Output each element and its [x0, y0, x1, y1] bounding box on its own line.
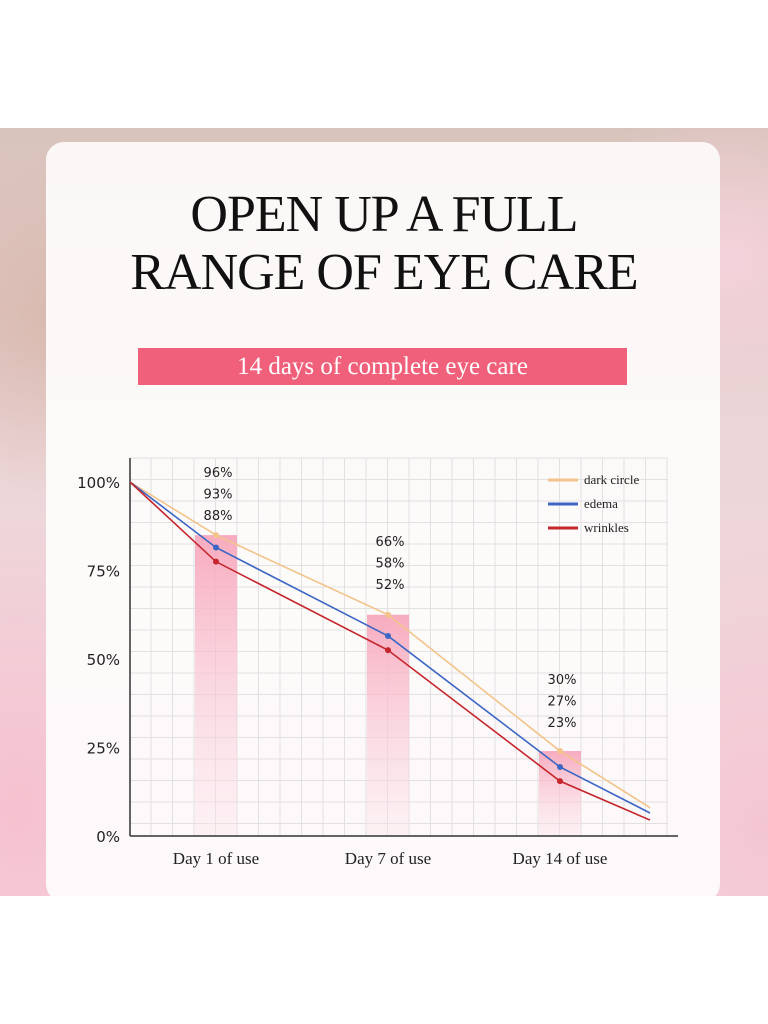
y-tick-label: 0%	[96, 828, 120, 846]
value-label: 58%	[376, 557, 405, 572]
legend-label: dark circle	[584, 472, 639, 487]
y-tick-label: 100%	[77, 474, 120, 492]
x-tick-label: Day 1 of use	[173, 849, 259, 868]
value-label: 52%	[376, 578, 405, 593]
x-tick-label: Day 7 of use	[345, 849, 431, 868]
chart-legend: dark circle edema wrinkles	[548, 472, 639, 535]
value-label: 93%	[204, 488, 233, 503]
data-point-dark-circle-2	[385, 611, 391, 618]
headline-line-2: RANGE OF EYE CARE	[130, 244, 638, 301]
subtitle-banner: 14 days of complete eye care	[138, 348, 627, 385]
headline-line-1: OPEN UP A FULL	[190, 186, 578, 243]
chart-tick-labels: 100% 75% 50% 25% 0% Day 1 of use Day 7 of use D…	[77, 474, 607, 868]
legend-label: wrinkles	[584, 520, 629, 535]
value-label: 30%	[548, 673, 577, 688]
chart-axes	[129, 458, 678, 837]
data-point-edema-2	[385, 632, 391, 639]
legend-label: edema	[584, 496, 618, 511]
chart-points	[213, 532, 563, 785]
bar-3	[539, 751, 581, 836]
y-tick-label: 75%	[87, 563, 120, 581]
x-tick-label: Day 14 of use	[513, 849, 608, 868]
y-tick-label: 25%	[87, 740, 120, 758]
data-point-dark-circle-1	[213, 532, 219, 539]
data-point-dark-circle-3	[557, 748, 563, 755]
data-point-wrinkles-1	[213, 558, 219, 565]
value-label: 96%	[204, 466, 233, 481]
value-label: 88%	[204, 509, 233, 524]
y-tick-label: 50%	[87, 651, 120, 669]
headline: OPEN UP A FULL RANGE OF EYE CARE	[0, 186, 768, 302]
bar-1	[195, 535, 237, 836]
value-label: 23%	[548, 716, 577, 731]
value-label: 66%	[376, 535, 405, 550]
data-point-edema-1	[213, 544, 219, 551]
data-point-wrinkles-2	[385, 647, 391, 654]
data-point-wrinkles-3	[557, 778, 563, 785]
value-label: 27%	[548, 695, 577, 710]
chart-value-labels: 96% 93% 88% 66% 58% 52% 30% 27% 23%	[204, 466, 577, 731]
data-point-edema-3	[557, 763, 563, 770]
bottom-margin	[0, 896, 768, 1024]
